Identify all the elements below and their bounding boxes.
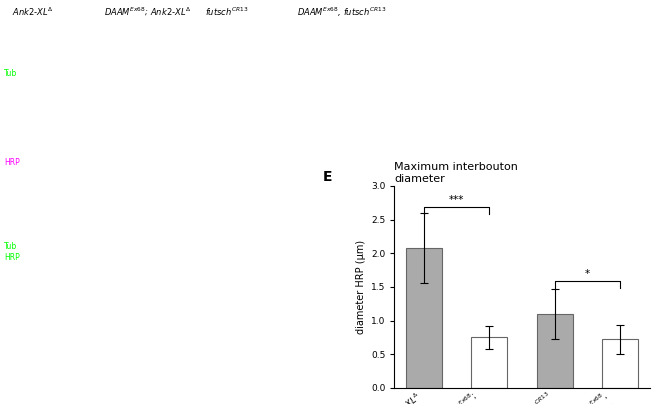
Bar: [471, 337, 507, 388]
Text: ***: ***: [449, 195, 465, 205]
Text: $futsch^{CR13}$: $futsch^{CR13}$: [205, 6, 249, 19]
Bar: [406, 248, 442, 388]
Text: A: A: [4, 16, 13, 26]
Text: $DAAM^{Ex68}$; $Ank2$-$XL^{\Delta}$: $DAAM^{Ex68}$; $Ank2$-$XL^{\Delta}$: [104, 6, 192, 18]
Bar: [602, 339, 638, 388]
Text: Tub
HRP: Tub HRP: [4, 242, 20, 262]
Bar: [537, 314, 573, 388]
Y-axis label: diameter HRP (μm): diameter HRP (μm): [355, 240, 365, 334]
Text: *: *: [585, 269, 590, 279]
Text: $DAAM^{Ex68}$, $futsch^{CR13}$: $DAAM^{Ex68}$, $futsch^{CR13}$: [297, 6, 387, 19]
Text: B': B': [100, 210, 112, 220]
Text: Tub: Tub: [4, 69, 17, 78]
Text: Maximum interbouton
diameter: Maximum interbouton diameter: [394, 162, 518, 184]
Text: D': D': [250, 210, 263, 220]
Text: E: E: [323, 170, 333, 184]
Text: C': C': [173, 210, 185, 220]
Text: B: B: [100, 16, 109, 26]
Text: A': A': [4, 210, 16, 220]
Text: C: C: [199, 16, 207, 26]
Text: $Ank2$-$XL^{\Delta}$: $Ank2$-$XL^{\Delta}$: [12, 6, 54, 19]
Text: D: D: [297, 16, 306, 26]
Text: HRP: HRP: [4, 158, 20, 166]
